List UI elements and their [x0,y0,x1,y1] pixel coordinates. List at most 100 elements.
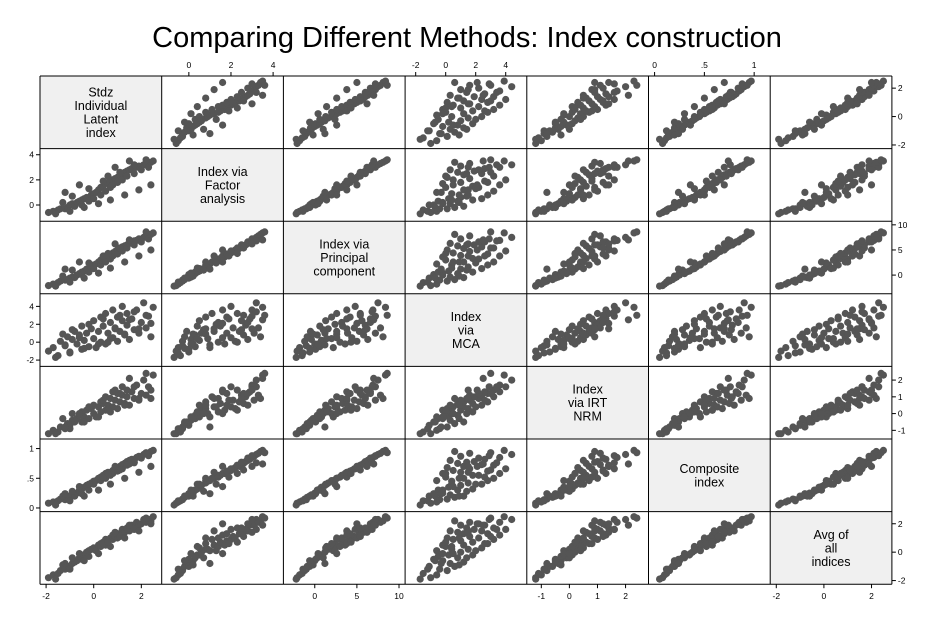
point-r3-c1-21 [202,313,210,321]
point-r3-c1-44 [244,318,252,327]
point-r1-c0-51 [68,192,76,200]
point-r3-c0-69 [142,311,150,319]
point-r6-c3-36 [454,528,462,536]
point-r6-c3-46 [466,518,474,526]
point-r0-c2-63 [353,78,361,87]
bottom-tick-label-c0-0: -2 [42,591,50,601]
point-r4-c6-45 [875,376,883,384]
point-r6-c3-59 [439,550,447,558]
point-r6-c0-49 [149,513,157,521]
point-r3-c2-62 [343,325,351,333]
point-r1-c4-65 [565,181,574,189]
point-r1-c2-60 [323,196,331,204]
point-r4-c5-64 [708,406,716,414]
point-r3-c2-49 [381,303,390,311]
point-r6-c1-19 [206,547,214,555]
point-r3-c1-12 [193,322,201,330]
point-r5-c4-54 [599,466,607,474]
point-r4-c1-58 [181,418,189,426]
point-r6-c0-62 [135,527,143,535]
point-r0-c3-60 [448,103,456,111]
point-r3-c2-50 [309,330,317,338]
point-r1-c2-63 [353,181,361,189]
point-r6-c5-67 [720,528,728,536]
point-r2-c6-50 [798,272,807,280]
point-r4-c1-51 [200,410,208,418]
point-r2-c3-64 [442,249,450,258]
point-r4-c2-68 [321,423,329,431]
point-r3-c0-52 [85,320,93,328]
point-r6-c3-14 [457,548,465,556]
point-r2-c5-67 [720,240,728,248]
point-r3-c4-49 [630,303,638,311]
point-r5-c3-58 [431,492,439,500]
point-r1-c0-65 [75,181,83,189]
point-r3-c6-65 [817,334,826,342]
point-r2-c3-52 [472,259,480,267]
point-r3-c4-59 [560,340,568,348]
point-r6-c5-66 [724,521,732,529]
point-r5-c4-61 [579,474,588,482]
point-r0-c6-61 [844,94,852,102]
point-r6-c3-1 [433,571,441,579]
point-r3-c1-35 [227,302,235,310]
point-r0-c5-57 [662,127,671,135]
point-r2-c5-65 [686,258,695,266]
point-r6-c5-65 [686,550,695,558]
point-r3-c1-48 [256,333,265,341]
point-r1-c5-67 [720,163,728,171]
point-r1-c4-41 [591,170,599,178]
point-r3-c6-43 [865,329,873,337]
point-r5-c6-68 [801,490,809,498]
point-r2-c5-69 [743,228,751,236]
point-r4-c5-47 [738,383,746,391]
point-r1-c4-64 [571,172,579,180]
point-r4-c3-52 [472,403,480,411]
point-r1-c5-35 [716,176,724,184]
point-r5-c3-66 [479,460,487,468]
point-r3-c2-56 [292,353,300,361]
point-r4-c0-45 [140,376,148,384]
point-r6-c4-55 [610,525,618,534]
point-r5-c2-60 [323,480,331,488]
point-r6-c1-41 [237,524,246,532]
point-r4-c6-64 [837,406,845,414]
point-r0-c3-9 [439,122,447,131]
point-r4-c3-49 [500,371,508,379]
point-r0-c3-31 [443,98,451,106]
point-r4-c6-65 [817,410,826,418]
point-r0-c5-53 [702,107,711,115]
point-r4-c5-54 [714,389,722,398]
point-r5-c3-50 [455,492,463,500]
point-r6-c5-68 [674,559,683,568]
point-r2-c1-64 [233,249,241,258]
point-r3-c4-67 [605,325,613,333]
point-r5-c0-56 [52,501,60,509]
point-r6-c3-45 [508,515,516,524]
point-r2-c5-58 [670,274,679,282]
point-r5-c6-62 [856,468,864,476]
point-r5-c3-55 [493,459,501,467]
point-r3-c0-61 [121,330,129,338]
point-r2-c1-59 [187,269,195,277]
point-r6-c3-54 [487,532,495,541]
point-r6-c5-64 [708,538,716,546]
point-r2-c5-59 [680,269,689,277]
point-r1-c2-64 [347,172,355,180]
point-r2-c4-44 [599,238,607,246]
point-r0-c1-67 [248,100,256,108]
point-r0-c1-66 [259,91,267,99]
point-r1-c6-52 [822,185,830,193]
point-r3-c5-17 [695,335,704,343]
point-r2-c3-69 [487,228,495,236]
point-r3-c0-55 [130,308,138,316]
point-r0-c6-59 [817,110,826,118]
diagonal-cell-0 [40,76,162,149]
point-r0-c2-67 [363,100,371,108]
point-r2-c0-59 [94,269,103,277]
point-r3-c0-44 [137,318,145,327]
point-r5-c1-68 [206,490,214,498]
point-r6-c4-47 [610,515,618,524]
point-r5-c6-67 [853,462,861,470]
point-r1-c0-50 [59,198,67,207]
